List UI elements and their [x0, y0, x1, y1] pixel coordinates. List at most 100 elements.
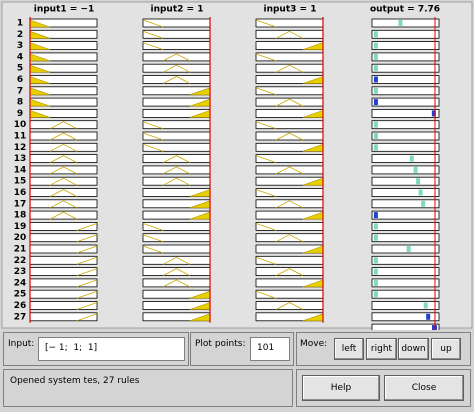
out-box: [371, 210, 440, 220]
move-button[interactable]: left: [334, 338, 364, 360]
status-text: Opened system tes, 27 rules: [10, 376, 140, 386]
rule-number: 7: [17, 86, 23, 96]
rule-number: 10: [14, 120, 27, 130]
out-mf: [373, 76, 378, 83]
mf-box: [29, 278, 98, 288]
move-button[interactable]: up: [431, 338, 461, 360]
mf-curve: [142, 19, 164, 28]
mf-curve: [255, 290, 277, 299]
rule-number: 5: [17, 64, 23, 74]
help-button[interactable]: Help: [302, 375, 380, 401]
status-panel: [3, 369, 293, 407]
mf-curve: [162, 166, 191, 175]
rule-number: 3: [17, 41, 23, 51]
out-mf: [373, 279, 378, 286]
aggregate-box: [371, 323, 440, 330]
mf-box: [255, 52, 324, 62]
mf-curve: [255, 53, 277, 62]
mf-box: [255, 188, 324, 197]
mf-box: [255, 221, 324, 231]
close-button[interactable]: Close: [384, 375, 464, 401]
out-box: [371, 165, 440, 175]
mf-box: [255, 120, 324, 130]
out-mf: [409, 155, 414, 162]
rule-number: 11: [14, 132, 27, 142]
mf-box: [255, 289, 324, 299]
out-mf: [431, 110, 436, 117]
mf-curve: [275, 64, 304, 73]
mf-curve: [255, 121, 277, 130]
mf-curve: [49, 166, 78, 175]
out-box: [371, 154, 440, 164]
mf-box: [142, 244, 211, 254]
mf-box: [29, 301, 98, 310]
out-mf: [373, 53, 378, 60]
mf-box: [29, 255, 98, 265]
mf-box: [29, 244, 98, 254]
mf-curve: [49, 189, 78, 197]
mf-curve: [49, 211, 78, 220]
mf-curve: [76, 256, 98, 265]
mf-curve: [142, 121, 164, 130]
mf-box: [29, 267, 98, 277]
mf-box: [255, 255, 324, 265]
rule-number: 24: [14, 278, 27, 288]
out-mf: [373, 223, 378, 230]
out-mf: [423, 302, 428, 309]
out-mf: [373, 42, 378, 49]
header-output: output = 7.76: [370, 5, 440, 15]
mf-curve: [255, 189, 277, 197]
mf-curve: [142, 143, 164, 152]
out-mf: [373, 87, 378, 94]
rule-number: 23: [14, 267, 27, 277]
header-input2: input2 = 1: [151, 5, 204, 15]
mf-box: [142, 41, 211, 50]
out-mf: [421, 200, 426, 207]
mf-curve: [49, 177, 78, 186]
mf-box: [255, 86, 324, 96]
input-field[interactable]: [− 1; 1; 1]: [38, 337, 185, 361]
mf-box: [142, 29, 211, 39]
mf-curve: [275, 302, 304, 310]
mf-curve: [76, 313, 98, 322]
rule-number: 4: [17, 52, 23, 62]
rule-number: 12: [14, 143, 27, 153]
mf-curve: [49, 121, 78, 130]
plot-points-field[interactable]: 101: [250, 337, 290, 361]
rule-number: 18: [14, 211, 27, 221]
out-box: [371, 289, 440, 299]
out-box: [371, 75, 440, 84]
out-box: [371, 52, 440, 62]
out-box: [371, 120, 440, 130]
out-mf: [373, 257, 378, 264]
move-button[interactable]: right: [366, 338, 397, 360]
rules-panel: input1 = −1 input2 = 1 input3 = 1 output…: [1, 1, 473, 330]
mf-curve: [162, 76, 191, 84]
rule-number: 26: [14, 301, 27, 311]
out-mf: [373, 121, 378, 128]
out-box: [371, 188, 440, 197]
out-mf: [373, 99, 378, 106]
out-mf: [373, 234, 378, 241]
mf-curve: [162, 155, 191, 163]
out-box: [371, 131, 440, 141]
out-box: [371, 221, 440, 231]
mf-box: [255, 154, 324, 164]
mf-curve: [162, 256, 191, 265]
move-button[interactable]: down: [398, 338, 429, 360]
out-mf: [373, 133, 378, 139]
mf-box: [142, 221, 211, 231]
out-box: [371, 29, 440, 39]
mf-box: [142, 120, 211, 130]
out-box: [371, 233, 440, 243]
mf-curve: [49, 132, 78, 141]
mf-curve: [142, 132, 164, 141]
out-mf: [373, 212, 378, 219]
rule-number: 22: [14, 256, 27, 266]
out-box: [371, 142, 440, 152]
mf-curve: [49, 155, 78, 163]
mf-curve: [76, 234, 98, 243]
mf-curve: [275, 98, 304, 107]
mf-box: [29, 289, 98, 299]
mf-curve: [255, 19, 277, 28]
